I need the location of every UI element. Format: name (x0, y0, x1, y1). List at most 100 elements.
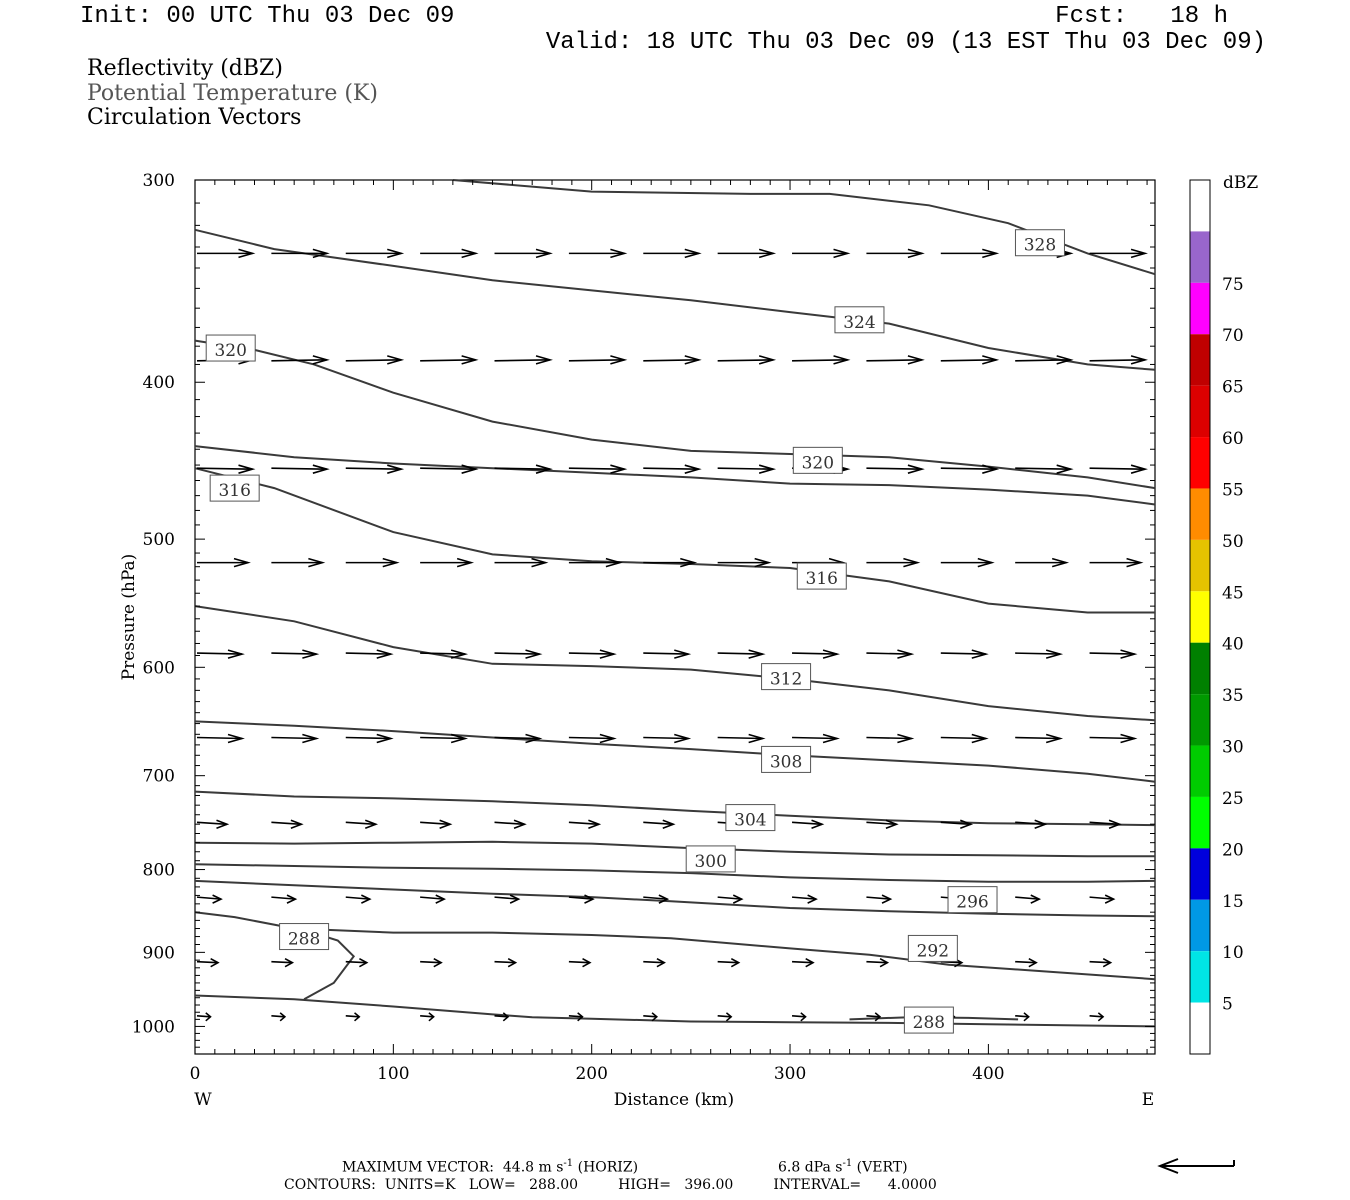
vector-head (376, 649, 394, 659)
vector-shaft (940, 736, 986, 740)
vector-shaft (420, 652, 466, 655)
vector-head (461, 464, 479, 474)
vector-shaft (1089, 652, 1135, 655)
vector-shaft (568, 821, 599, 826)
contour-label-box (834, 306, 885, 334)
vector-head (387, 464, 405, 474)
colorbar-segment (1190, 848, 1210, 900)
vector-shaft (1089, 1015, 1104, 1018)
vector-head (960, 819, 974, 830)
vector-shaft (1089, 960, 1111, 964)
vector-arrow (1089, 464, 1148, 474)
vector-shaft (866, 652, 912, 655)
theta-contour-line (194, 339, 1156, 490)
vector-arrow (940, 819, 974, 830)
vector-shaft (717, 652, 763, 655)
vector-arrow (345, 649, 394, 659)
vector-shaft (494, 1015, 509, 1018)
vector-shaft (1015, 896, 1040, 900)
vector-arrow (643, 649, 692, 659)
vector-arrow (643, 733, 692, 744)
vector-shaft (866, 821, 897, 826)
vector-arrow (568, 1012, 584, 1022)
vector-arrow (568, 819, 602, 830)
vector-head (610, 355, 628, 365)
vector-head (754, 557, 772, 568)
theta-contours (194, 179, 1156, 1028)
vector-head (684, 355, 702, 365)
vector-head (1045, 649, 1064, 659)
vector-head (1102, 957, 1113, 968)
vector-head (1130, 355, 1148, 365)
vector-head (461, 355, 479, 365)
vector-arrow (345, 557, 400, 568)
legend-potential-temperature: Potential Temperature (K) (87, 81, 378, 106)
contour-label-box (761, 745, 812, 773)
vector-head (584, 894, 595, 904)
vector-shaft (345, 960, 367, 964)
vector-arrow (271, 464, 330, 474)
max-vector-horiz: MAXIMUM VECTOR: 44.8 m s-1 (HORIZ) (342, 1158, 639, 1176)
vector-head (361, 894, 372, 904)
y-tick-label: 1000 (132, 1017, 175, 1037)
vector-shaft (1015, 960, 1037, 964)
vector-arrow (1089, 248, 1148, 259)
vector-shaft (420, 359, 476, 362)
vector-arrow (1015, 733, 1064, 744)
vector-arrow (940, 557, 995, 568)
vector-shaft (940, 821, 971, 826)
vector-arrow (345, 957, 369, 968)
colorbar-level-label: 20 (1222, 840, 1244, 860)
plot-frame (194, 179, 1156, 1055)
vector-head (284, 957, 295, 968)
vector-arrow (197, 248, 256, 259)
vector-shaft (1015, 1015, 1029, 1018)
vector-shaft (717, 1015, 732, 1018)
vector-head (807, 894, 818, 904)
theta-contour-line (194, 994, 1156, 1028)
contour-label-box (761, 663, 812, 691)
vector-shaft (420, 821, 451, 826)
colorbar-segment (1190, 694, 1210, 746)
vector-head (730, 957, 741, 968)
vector-head (599, 733, 617, 744)
x-tick-label: 0 (190, 1064, 201, 1084)
vector-shaft (196, 467, 253, 470)
vector-arrow (494, 1012, 510, 1022)
colorbar-level-label: 50 (1222, 532, 1244, 552)
vector-head (982, 355, 1000, 365)
vector-arrow (717, 355, 777, 365)
vector-shaft (717, 467, 774, 470)
vector-arrow (494, 957, 518, 968)
vector-shaft (643, 359, 699, 362)
contour-label: 308 (770, 752, 802, 772)
colorbar-segment (1190, 385, 1210, 438)
vector-head (903, 557, 921, 568)
vector-arrow (345, 355, 405, 365)
vector-shaft (494, 467, 551, 470)
colorbar-segment (1190, 334, 1210, 386)
vector-head (279, 1012, 287, 1022)
vector-shaft (568, 359, 625, 362)
vector-shaft (494, 960, 516, 964)
vector-shaft (643, 467, 699, 470)
vector-shaft (1015, 652, 1061, 655)
vector-arrow (792, 957, 815, 968)
vector-head (1097, 1012, 1105, 1022)
vector-head (907, 248, 925, 259)
vector-shaft (196, 736, 243, 740)
vector-arrow (866, 355, 925, 365)
vector-arrow (494, 355, 553, 365)
vector-shaft (494, 821, 525, 826)
max-vector-vert: 6.8 dPa s-1 (VERT) (778, 1158, 908, 1176)
vector-arrow (643, 894, 670, 904)
vector-arrow (420, 557, 475, 568)
vector-shaft (420, 960, 442, 964)
vector-arrow (1015, 894, 1042, 904)
theta-contour-line (194, 840, 1155, 858)
vector-head (610, 248, 628, 259)
vector-head (684, 248, 702, 259)
vector-head (507, 957, 518, 968)
vector-shaft (866, 359, 922, 362)
vector-head (748, 649, 766, 659)
